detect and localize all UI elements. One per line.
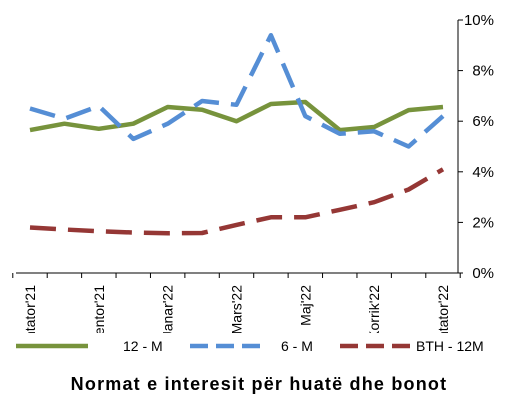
x-tick-label: Nentor'21 — [91, 285, 107, 345]
y-tick-label: 4% — [472, 164, 494, 181]
chart-title: Normat e interesit për huatë dhe bonot — [71, 374, 448, 394]
x-tick-label: Shtator'21 — [22, 285, 38, 349]
legend: 12 - M 6 - M BTH - 12M — [16, 338, 484, 354]
x-tick-label: Janar'22 — [160, 285, 176, 338]
y-tick-label: 2% — [472, 214, 494, 231]
plot-area: 0% 2% 4% 6% 8% 10% Shtator'21 Nentor'21 Janar'22… — [12, 12, 494, 349]
y-tick-label: 8% — [472, 63, 494, 80]
series-line — [29, 32, 445, 149]
legend-label: 6 - M — [281, 338, 313, 354]
series-line — [29, 167, 445, 236]
x-tick-label: Korrik'22 — [366, 285, 382, 340]
series-line — [29, 99, 444, 133]
y-tick-label: 0% — [472, 265, 494, 282]
x-tick-label: Mars'22 — [229, 285, 245, 335]
y-tick-label: 10% — [464, 12, 494, 29]
legend-label: 12 - M — [123, 338, 163, 354]
x-tick-label: Maj'22 — [297, 285, 313, 326]
legend-label: BTH - 12M — [416, 338, 484, 354]
y-tick-label: 6% — [472, 113, 494, 130]
x-tick-label: Shtator'22 — [435, 285, 451, 349]
